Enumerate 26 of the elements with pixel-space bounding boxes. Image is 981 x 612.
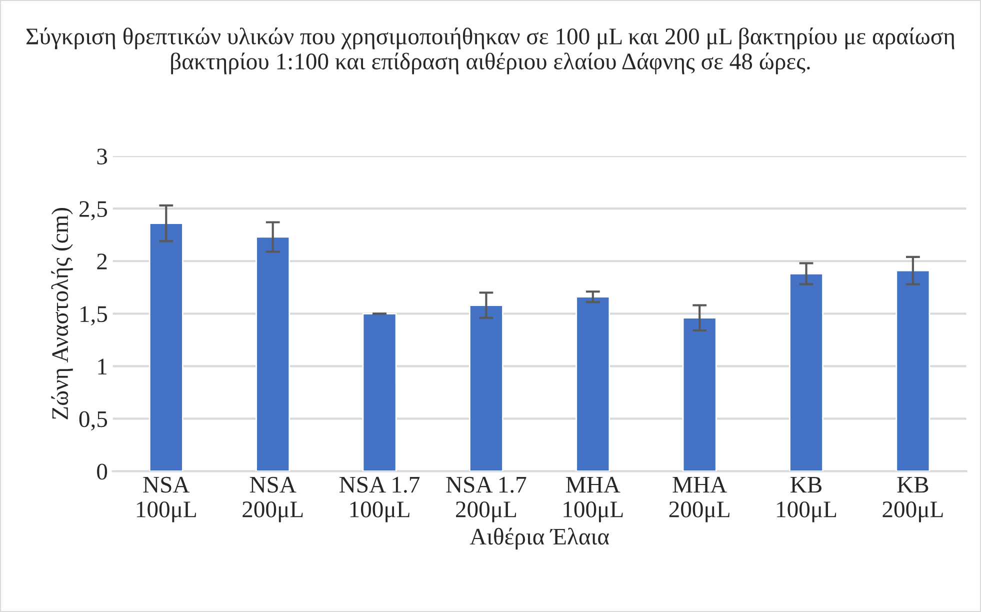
y-tick-label: 2,5: [79, 201, 108, 220]
bar: [896, 270, 930, 472]
bar: [362, 312, 397, 472]
x-tick-label: NSA 1.7 200μL: [446, 476, 526, 522]
bar: [576, 296, 610, 472]
x-tick-label: NSA 1.7 100μL: [340, 476, 420, 522]
x-tick-label: MHA 100μL: [564, 476, 623, 522]
y-tick-label: 1,5: [80, 306, 108, 326]
x-tick-label: NSA 200μL: [242, 476, 303, 522]
y-tick-label: 1: [98, 358, 107, 374]
x-tick-label: NSA 100μL: [136, 476, 196, 522]
bar: [789, 273, 824, 472]
chart-title: Σύγκριση θρεπτικών υλικών που χρησιμοποιήθηκαν σε 100 μL και 200 μL βακτηρίου με αραίωση βακτηρίου 1:100 και επίδραση αιθέριου ελαίου Δάφνης σε 48 ώρες.: [26, 28, 954, 74]
bar: [682, 317, 717, 472]
y-axis-title: Ζώνη Αναστολής (cm): [51, 208, 73, 420]
x-tick-label: KB 100μL: [777, 477, 836, 522]
y-tick-label: 2: [97, 254, 107, 270]
x-tick-label: KB 200μL: [882, 477, 943, 522]
bar: [148, 222, 184, 472]
bar: [468, 304, 504, 472]
y-tick-label: 0,5: [79, 411, 108, 431]
y-tick-label: 3: [97, 148, 108, 164]
x-tick-label: MHA 200μL: [669, 476, 730, 522]
x-axis-title: Αιθέρια Έλαια: [470, 528, 609, 550]
y-tick-label: 0: [97, 464, 108, 480]
bar: [256, 236, 290, 472]
